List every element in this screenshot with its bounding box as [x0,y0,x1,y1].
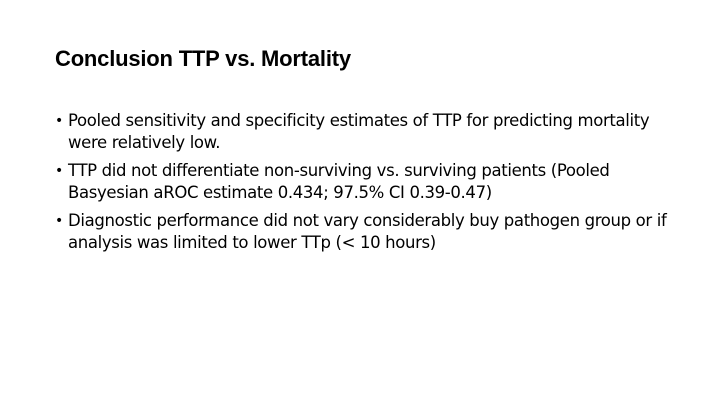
bullet-text: TTP did not differentiate non-surviving … [68,161,610,202]
bullet-dot-icon: • [55,163,63,179]
bullet-item: • TTP did not differentiate non-survivin… [55,160,675,204]
bullet-item: • Pooled sensitivity and specificity est… [55,110,675,154]
bullet-item: • Diagnostic performance did not vary co… [55,210,675,254]
bullet-dot-icon: • [55,113,63,129]
bullet-text: Diagnostic performance did not vary cons… [68,211,667,252]
slide-title: Conclusion TTP vs. Mortality [55,46,351,71]
bullet-list: • Pooled sensitivity and specificity est… [55,110,675,260]
bullet-text: Pooled sensitivity and specificity estim… [68,111,650,152]
bullet-dot-icon: • [55,213,63,229]
